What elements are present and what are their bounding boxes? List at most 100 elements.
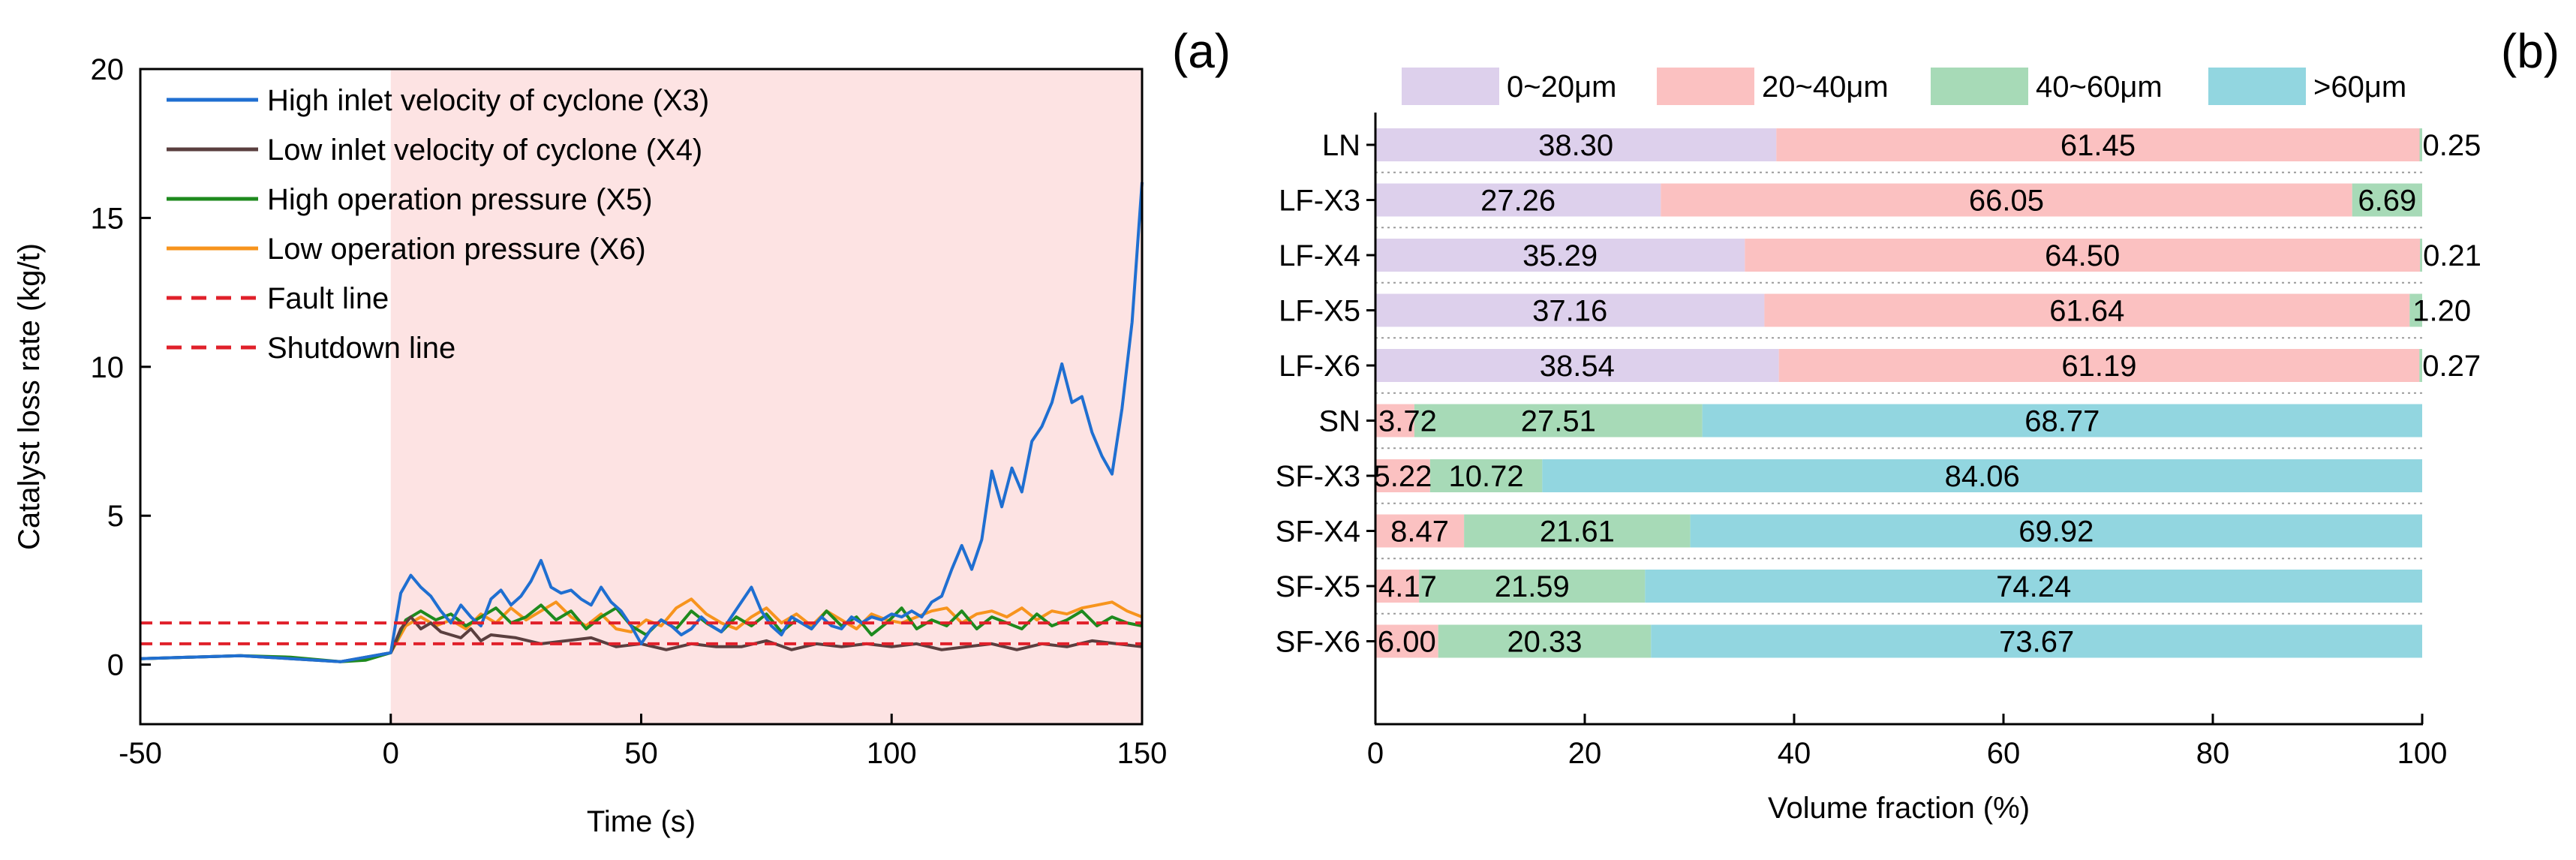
- x-axis-label: Time (s): [587, 805, 696, 838]
- bar-segment-lf-x5-20-40-m: [1764, 293, 2410, 327]
- bar-segment-sf-x6-40-60-m: [1438, 624, 1652, 658]
- bar-segment-sn-20-40-m: [1375, 404, 1414, 438]
- data-label-sn-40-60-m: 27.51: [1521, 405, 1596, 438]
- data-label-sf-x3-20-40-m: 5.22: [1373, 460, 1432, 493]
- bar-segment-lf-x6-20-40-m: [1778, 349, 2420, 382]
- bar-segment-lf-x5-0-20-m: [1375, 293, 1765, 327]
- x-tick-label: 50: [624, 737, 658, 770]
- bar-segment-sf-x4-20-40-m: [1375, 514, 1465, 548]
- data-label-sf-x6-40-60-m: 20.33: [1507, 626, 1582, 659]
- bar-segment-sf-x4-40-60-m: [1464, 514, 1691, 548]
- category-label-lf-x3: LF-X3: [1279, 185, 1360, 218]
- bar-segment-sf-x5-40-60-m: [1419, 570, 1646, 603]
- fault-region-shading: [390, 69, 1142, 724]
- data-label-sf-x5-60-m: 74.24: [1996, 570, 2071, 603]
- data-label-sn-20-40-m: 3.72: [1378, 405, 1437, 438]
- data-label-lf-x6-20-40-m: 61.19: [2061, 350, 2136, 383]
- legend-label-high-operation-pressure-x5: High operation pressure (X5): [267, 183, 653, 216]
- y-tick-label: 10: [91, 351, 125, 384]
- panel-label-b: (b): [2501, 24, 2559, 78]
- legend-label-low-operation-pressure-x6: Low operation pressure (X6): [267, 233, 646, 266]
- legend-label-40-60-m: 40~60μm: [2036, 71, 2163, 104]
- legend-label-20-40-m: 20~40μm: [1762, 71, 1889, 104]
- legend-swatch-40-60-m: [1931, 68, 2028, 105]
- bar-segment-sf-x3-40-60-m: [1429, 459, 1543, 492]
- x-axis-label: Volume fraction (%): [1768, 792, 2030, 825]
- bar-segment-lf-x4-20-40-m: [1745, 239, 2421, 272]
- data-label-lf-x6-40-60-m: 0.27: [2422, 350, 2481, 383]
- y-tick-label: 20: [91, 53, 125, 86]
- data-label-lf-x5-40-60-m: 1.20: [2412, 295, 2471, 328]
- panel-b-stacked-bar-chart: 38.30 61.45 0.25 27.26 66.05 6.69 35.29 64.50 0.…: [1276, 24, 2559, 825]
- axis-ticks: -50 0 50 100 150 0 5 10 15 20: [91, 53, 1168, 770]
- data-label-sf-x3-40-60-m: 10.72: [1449, 460, 1524, 493]
- data-label-ln-40-60-m: 0.25: [2423, 129, 2481, 162]
- bar-segment-lf-x6-0-20-m: [1375, 349, 1779, 382]
- legend-label-0-20-m: 0~20μm: [1507, 71, 1616, 104]
- panel-a-line-chart: -50 0 50 100 150 0 5 10 15 20 Catalyst loss rate …: [13, 24, 1231, 838]
- row-separators: [1375, 171, 2422, 615]
- bar-segment-lf-x5-40-60-m: [2409, 293, 2422, 327]
- x-tick-label: 0: [1367, 737, 1384, 770]
- data-label-lf-x3-20-40-m: 66.05: [1969, 185, 2044, 218]
- data-label-lf-x5-20-40-m: 61.64: [2049, 295, 2124, 328]
- series-line-low-operation-pressure-x6: [389, 597, 1143, 654]
- data-label-sf-x4-60-m: 69.92: [2018, 516, 2094, 549]
- legend-label-60-m: >60μm: [2313, 71, 2406, 104]
- y-tick-label: 5: [107, 500, 124, 533]
- legend-swatch-20-40-m: [1657, 68, 1754, 105]
- data-label-lf-x4-0-20-m: 35.29: [1522, 239, 1598, 272]
- x-tick-label: 100: [2397, 737, 2448, 770]
- data-label-ln-0-20-m: 38.30: [1538, 129, 1613, 162]
- category-label-lf-x5: LF-X5: [1279, 295, 1360, 328]
- axis-ticks: 0 20 40 60 80 100: [1367, 714, 2448, 770]
- data-label-lf-x5-0-20-m: 37.16: [1532, 295, 1607, 328]
- bar-segment-sn-40-60-m: [1414, 404, 1703, 438]
- category-labels: LN LF-X3 LF-X4 LF-X5 LF-X6 SN SF-X3 SF-X4 SF-X5 S…: [1276, 113, 1377, 724]
- x-tick-label: 80: [2196, 737, 2230, 770]
- data-label-lf-x3-40-60-m: 6.69: [2358, 185, 2416, 218]
- data-label-sf-x3-60-m: 84.06: [1945, 460, 2020, 493]
- series-lines: [140, 182, 1144, 663]
- category-label-ln: LN: [1322, 129, 1360, 162]
- bar-segment-lf-x3-0-20-m: [1375, 183, 1661, 217]
- data-label-sf-x4-40-60-m: 21.61: [1540, 516, 1615, 549]
- x-tick-label: 150: [1117, 737, 1168, 770]
- category-label-sf-x4: SF-X4: [1276, 516, 1360, 549]
- category-label-sf-x5: SF-X5: [1276, 570, 1360, 603]
- category-label-lf-x6: LF-X6: [1279, 350, 1360, 383]
- bar-segment-sf-x6-20-40-m: [1375, 624, 1438, 658]
- series-line-high-inlet-velocity-of-cyclone-x3: [140, 182, 1144, 663]
- bar-segment-lf-x4-0-20-m: [1375, 239, 1745, 272]
- bar-segment-sn-60-m: [1702, 404, 2422, 438]
- category-label-lf-x4: LF-X4: [1279, 239, 1360, 272]
- category-label-sf-x6: SF-X6: [1276, 626, 1360, 659]
- data-label-sf-x5-40-60-m: 21.59: [1495, 570, 1570, 603]
- bar-segment-sf-x4-60-m: [1690, 514, 2422, 548]
- legend: High inlet velocity of cyclone (X3) Low i…: [167, 84, 709, 365]
- y-axis-label: Catalyst loss rate (kg/t): [13, 243, 46, 550]
- x-tick-label: 40: [1778, 737, 1811, 770]
- data-label-sf-x5-20-40-m: 4.17: [1378, 570, 1437, 603]
- data-label-lf-x6-0-20-m: 38.54: [1540, 350, 1615, 383]
- bar-segment-sf-x3-20-40-m: [1375, 459, 1430, 492]
- x-tick-label: 0: [383, 737, 399, 770]
- x-tick-label: 20: [1568, 737, 1602, 770]
- data-label-sf-x4-20-40-m: 8.47: [1390, 516, 1449, 549]
- bar-segment-ln-20-40-m: [1776, 128, 2420, 161]
- legend-swatch-60-m: [2208, 68, 2306, 105]
- legend-swatch-0-20-m: [1402, 68, 1499, 105]
- bar-segment-sf-x5-20-40-m: [1375, 570, 1420, 603]
- data-label-lf-x3-0-20-m: 27.26: [1480, 185, 1556, 218]
- y-tick-label: 15: [91, 202, 125, 235]
- legend-label-high-inlet-velocity-of-cyclone-x3: High inlet velocity of cyclone (X3): [267, 84, 709, 117]
- legend-label-shutdown-line: Shutdown line: [267, 332, 455, 365]
- data-label-sf-x6-60-m: 73.67: [1999, 626, 2074, 659]
- x-tick-label: -50: [119, 737, 162, 770]
- data-label-ln-20-40-m: 61.45: [2060, 129, 2136, 162]
- data-label-lf-x4-20-40-m: 64.50: [2045, 239, 2120, 272]
- reference-lines: [140, 621, 1142, 645]
- x-tick-label: 60: [1987, 737, 2021, 770]
- bar-segment-ln-40-60-m: [2419, 128, 2422, 161]
